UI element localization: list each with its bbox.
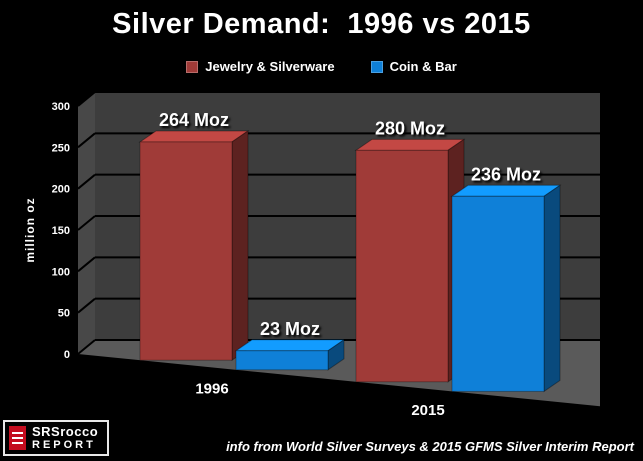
y-axis-title: million oz xyxy=(23,197,37,262)
bar-top-face xyxy=(138,130,250,143)
category-label: 2015 xyxy=(411,402,444,419)
bar-value-label: 264 Moz xyxy=(159,110,229,130)
y-tick-label: 250 xyxy=(52,142,70,154)
srsrocco-logo: SRSrocco REPORT xyxy=(3,419,110,456)
gridline-side xyxy=(77,132,96,149)
gridline-side xyxy=(77,256,96,273)
y-tick-label: 50 xyxy=(58,308,70,320)
logo-line2: REPORT xyxy=(32,438,96,451)
bar-chart-svg: 0 50 100 150 200 250 300 million oz 264 Moz 23 Mo… xyxy=(23,91,600,419)
y-tick-label: 300 xyxy=(52,101,70,113)
logo-line1: SRSrocco xyxy=(32,423,99,439)
bar-front-face xyxy=(235,350,329,371)
y-tick-label: 0 xyxy=(64,349,70,361)
bar-front-face xyxy=(355,149,449,383)
bar-front-face xyxy=(451,195,545,392)
gridline-side xyxy=(77,297,96,314)
bar-front-face xyxy=(139,141,233,361)
gridline-side xyxy=(77,91,96,107)
gridline-side xyxy=(77,173,96,190)
bar-value-label: 280 Moz xyxy=(375,118,445,138)
bar-side-face xyxy=(543,184,561,393)
y-tick-label: 150 xyxy=(52,225,70,237)
gridline-side xyxy=(77,339,96,355)
category-label: 1996 xyxy=(195,380,228,397)
logo-text: SRSrocco REPORT xyxy=(32,423,99,451)
legend-item-coin-bar: Coin & Bar xyxy=(370,59,457,74)
srsrocco-book-icon xyxy=(9,425,26,450)
gridline-side xyxy=(77,215,96,231)
bar-value-label: 236 Moz xyxy=(471,164,541,184)
chart-legend: Jewelry & Silverware Coin & Bar xyxy=(0,59,643,74)
y-tick-label: 100 xyxy=(52,266,70,278)
legend-swatch-coin-bar xyxy=(370,60,383,73)
bar-top-face xyxy=(354,138,466,151)
source-note: info from World Silver Surveys & 2015 GF… xyxy=(226,439,634,454)
bar-side-face xyxy=(231,130,249,362)
bar-value-label: 23 Moz xyxy=(260,319,320,339)
y-tick-label: 200 xyxy=(52,184,70,196)
bar-top-face xyxy=(450,184,562,197)
legend-swatch-jewelry-silverware xyxy=(186,60,199,73)
legend-label-jewelry-silverware: Jewelry & Silverware xyxy=(205,59,335,74)
legend-item-jewelry-silverware: Jewelry & Silverware xyxy=(186,59,335,74)
legend-label-coin-bar: Coin & Bar xyxy=(389,59,457,74)
bar-top-face xyxy=(234,339,346,352)
chart-title: Silver Demand: 1996 vs 2015 xyxy=(112,8,531,40)
